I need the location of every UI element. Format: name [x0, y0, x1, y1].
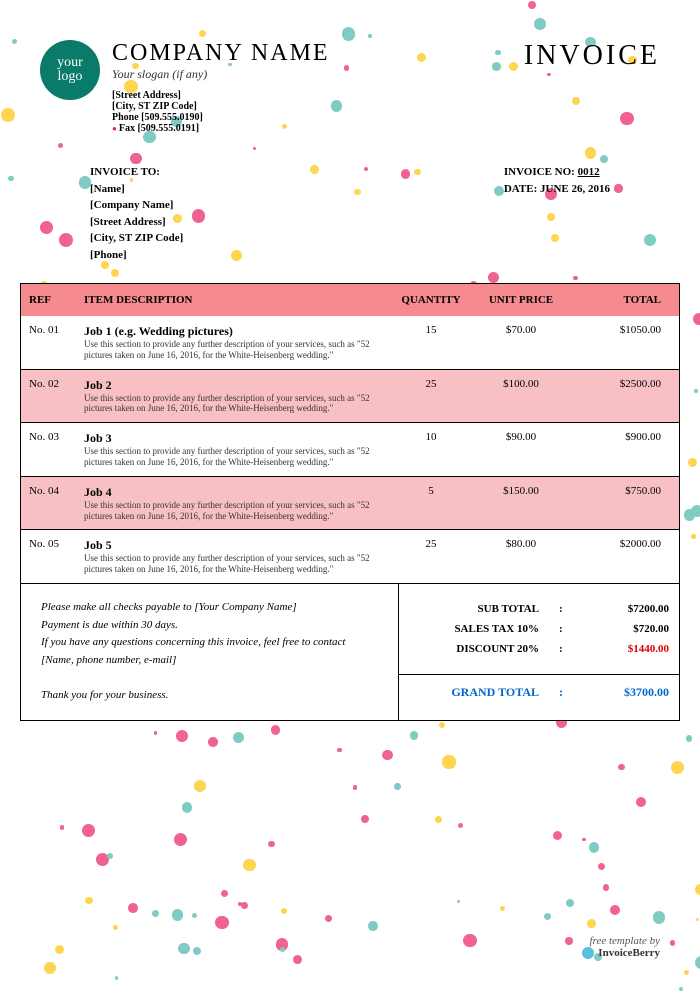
row-ref: No. 01 — [29, 324, 84, 336]
row-ref: No. 03 — [29, 431, 84, 443]
note-line: Please make all checks payable to [Your … — [41, 599, 378, 617]
bill-to: INVOICE TO: [Name] [Company Name] [Stree… — [90, 164, 183, 263]
table-row: No. 03Job 3Use this section to provide a… — [21, 423, 679, 477]
row-qty: 10 — [391, 431, 471, 443]
col-total: TOTAL — [571, 294, 671, 306]
row-price: $70.00 — [471, 324, 571, 336]
note-line: Thank you for your business. — [41, 687, 378, 705]
row-qty: 5 — [391, 485, 471, 497]
table-footer: Please make all checks payable to [Your … — [21, 584, 679, 720]
row-price: $100.00 — [471, 378, 571, 390]
addr-line: [Street Address] — [112, 90, 512, 101]
table-row: No. 02Job 2Use this section to provide a… — [21, 370, 679, 424]
logo: your logo — [40, 40, 100, 100]
col-desc: ITEM DESCRIPTION — [84, 294, 391, 306]
invoice-meta: INVOICE NO: 0012 DATE: JUNE 26, 2016 — [504, 164, 610, 263]
note-line: Payment is due within 30 days. — [41, 617, 378, 635]
bill-to-line: [Name] — [90, 181, 183, 198]
header: your logo COMPANY NAME Your slogan (if a… — [0, 0, 700, 144]
row-total: $2000.00 — [571, 538, 671, 550]
credit-brand: InvoiceBerry — [598, 947, 660, 959]
company-block: COMPANY NAME Your slogan (if any) [Stree… — [112, 40, 512, 134]
grand-total-label: GRAND TOTAL — [409, 685, 559, 700]
company-address: [Street Address] [City, ST ZIP Code] Pho… — [112, 90, 512, 134]
grand-total-value: $3700.00 — [579, 685, 669, 700]
row-total: $2500.00 — [571, 378, 671, 390]
bill-to-line: [Phone] — [90, 247, 183, 264]
row-total: $900.00 — [571, 431, 671, 443]
row-desc: Job 1 (e.g. Wedding pictures)Use this se… — [84, 324, 391, 361]
bill-to-heading: INVOICE TO: — [90, 164, 183, 181]
addr-line: Phone [509.555.0190] — [112, 112, 512, 123]
row-desc: Job 4Use this section to provide any fur… — [84, 485, 391, 522]
credit-by: free template by — [582, 935, 660, 947]
company-slogan: Your slogan (if any) — [112, 67, 512, 82]
addr-line: Fax [509.555.0191] — [112, 123, 512, 134]
tax-value: $720.00 — [579, 623, 669, 635]
invoice-table: REF ITEM DESCRIPTION QUANTITY UNIT PRICE… — [20, 283, 680, 721]
subtotal-value: $7200.00 — [579, 603, 669, 615]
subtotal-label: SUB TOTAL — [409, 603, 559, 615]
discount-value: $1440.00 — [579, 643, 669, 655]
totals-block: SUB TOTAL:$7200.00 SALES TAX 10%:$720.00… — [399, 584, 679, 720]
invoice-no: 0012 — [578, 166, 600, 178]
row-desc: Job 5Use this section to provide any fur… — [84, 538, 391, 575]
row-desc: Job 3Use this section to provide any fur… — [84, 431, 391, 468]
row-total: $750.00 — [571, 485, 671, 497]
table-header: REF ITEM DESCRIPTION QUANTITY UNIT PRICE… — [21, 284, 679, 316]
bill-to-line: [Street Address] — [90, 214, 183, 231]
row-qty: 15 — [391, 324, 471, 336]
addr-line: [City, ST ZIP Code] — [112, 101, 512, 112]
bill-to-line: [City, ST ZIP Code] — [90, 230, 183, 247]
row-price: $90.00 — [471, 431, 571, 443]
row-qty: 25 — [391, 378, 471, 390]
row-ref: No. 04 — [29, 485, 84, 497]
invoice-date: JUNE 26, 2016 — [540, 183, 610, 195]
logo-text-1: your — [57, 56, 83, 70]
invoice-date-label: DATE: — [504, 183, 537, 195]
discount-label: DISCOUNT 20% — [409, 643, 559, 655]
payment-notes: Please make all checks payable to [Your … — [21, 584, 399, 720]
col-qty: QUANTITY — [391, 294, 471, 306]
row-qty: 25 — [391, 538, 471, 550]
table-row: No. 05Job 5Use this section to provide a… — [21, 530, 679, 584]
logo-text-2: logo — [58, 70, 83, 84]
meta-row: INVOICE TO: [Name] [Company Name] [Stree… — [0, 144, 700, 283]
col-ref: REF — [29, 294, 84, 306]
template-credit: free template by InvoiceBerry — [582, 935, 660, 959]
row-ref: No. 05 — [29, 538, 84, 550]
col-price: UNIT PRICE — [471, 294, 571, 306]
row-price: $80.00 — [471, 538, 571, 550]
company-name: COMPANY NAME — [112, 40, 512, 67]
bill-to-line: [Company Name] — [90, 197, 183, 214]
invoice-no-label: INVOICE NO: — [504, 166, 575, 178]
berry-icon — [582, 947, 594, 959]
table-row: No. 04Job 4Use this section to provide a… — [21, 477, 679, 531]
note-line: If you have any questions concerning thi… — [41, 634, 378, 669]
row-desc: Job 2Use this section to provide any fur… — [84, 378, 391, 415]
row-price: $150.00 — [471, 485, 571, 497]
document-title: INVOICE — [524, 40, 660, 72]
row-total: $1050.00 — [571, 324, 671, 336]
tax-label: SALES TAX 10% — [409, 623, 559, 635]
row-ref: No. 02 — [29, 378, 84, 390]
table-row: No. 01Job 1 (e.g. Wedding pictures)Use t… — [21, 316, 679, 370]
